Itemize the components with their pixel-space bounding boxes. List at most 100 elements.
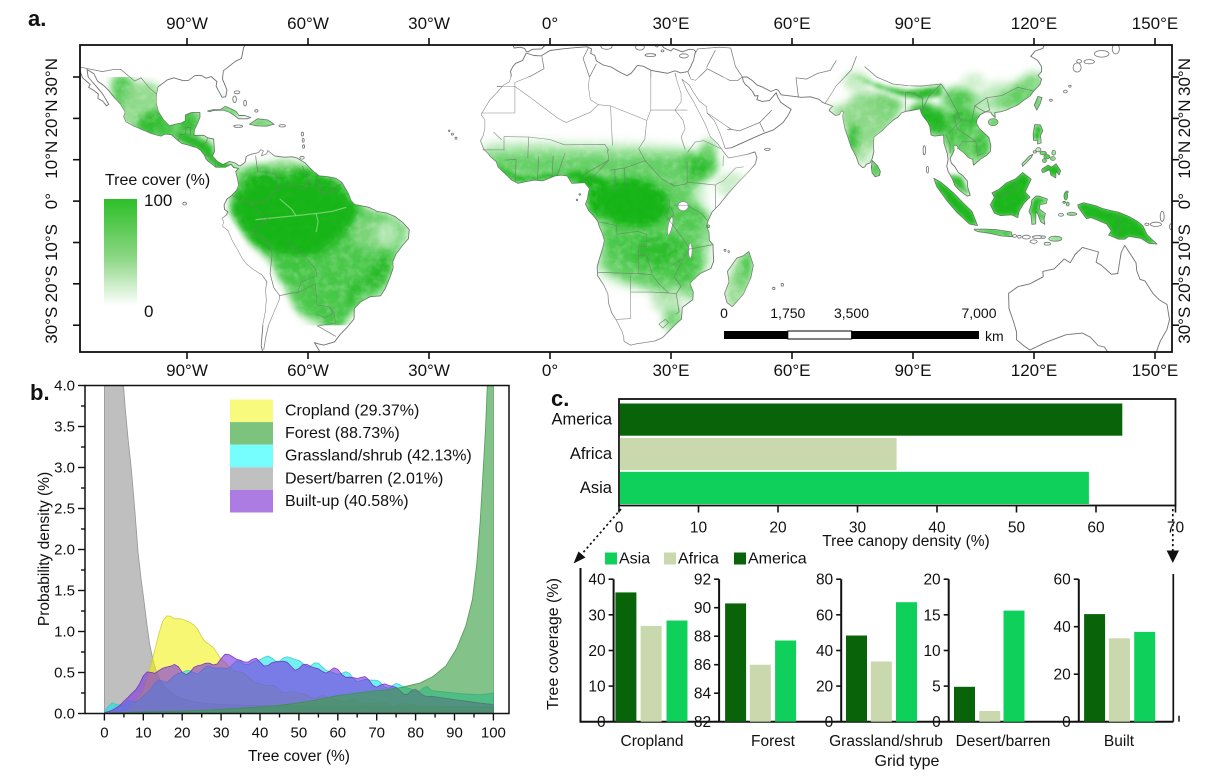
svg-text:15: 15: [923, 607, 940, 624]
svg-text:60: 60: [1054, 572, 1072, 589]
svg-text:60: 60: [816, 607, 834, 624]
svg-text:60°W: 60°W: [287, 361, 329, 380]
svg-text:Desert/barren: Desert/barren: [956, 733, 1051, 750]
svg-text:0: 0: [100, 725, 108, 742]
svg-text:a.: a.: [28, 6, 46, 31]
svg-text:Tree canopy density (%): Tree canopy density (%): [822, 533, 989, 550]
svg-text:Africa: Africa: [678, 551, 719, 568]
svg-text:40: 40: [252, 725, 269, 742]
svg-text:1,750: 1,750: [770, 305, 805, 321]
svg-text:84: 84: [694, 686, 712, 703]
svg-text:America: America: [748, 551, 807, 568]
svg-text:100: 100: [144, 191, 172, 210]
svg-text:0°: 0°: [1175, 193, 1194, 209]
svg-text:60°E: 60°E: [773, 361, 810, 380]
svg-text:20°S: 20°S: [1175, 265, 1194, 302]
svg-text:Asia: Asia: [619, 551, 650, 568]
svg-text:30: 30: [588, 607, 606, 624]
svg-text:Tree coverage (%): Tree coverage (%): [545, 578, 562, 710]
svg-text:0.5: 0.5: [54, 665, 75, 682]
svg-text:10: 10: [135, 725, 152, 742]
svg-text:1.5: 1.5: [54, 583, 75, 600]
svg-text:Built: Built: [1104, 733, 1135, 750]
svg-text:30°S: 30°S: [1175, 307, 1194, 344]
svg-text:Cropland: Cropland: [621, 733, 684, 750]
svg-text:60°E: 60°E: [773, 14, 810, 33]
svg-text:30: 30: [213, 725, 230, 742]
svg-text:90°E: 90°E: [894, 14, 931, 33]
svg-text:10°N: 10°N: [1175, 141, 1194, 179]
svg-text:40: 40: [1054, 619, 1072, 636]
svg-text:90°W: 90°W: [166, 14, 208, 33]
svg-text:20°S: 20°S: [42, 265, 61, 302]
svg-text:4.0: 4.0: [54, 378, 75, 395]
svg-text:b.: b.: [30, 380, 50, 405]
svg-text:Tree cover (%): Tree cover (%): [248, 748, 350, 765]
svg-text:30°W: 30°W: [408, 361, 450, 380]
svg-text:30°S: 30°S: [42, 307, 61, 344]
svg-text:10°S: 10°S: [1175, 224, 1194, 261]
svg-text:Forest: Forest: [751, 733, 796, 750]
svg-text:40: 40: [928, 520, 946, 537]
svg-text:30°E: 30°E: [652, 14, 689, 33]
svg-text:90°W: 90°W: [166, 361, 208, 380]
svg-text:5: 5: [932, 679, 941, 696]
svg-text:10: 10: [923, 643, 941, 660]
svg-text:70: 70: [1167, 520, 1185, 537]
svg-text:150°E: 150°E: [1132, 14, 1179, 33]
svg-text:Grid type: Grid type: [875, 753, 940, 770]
svg-text:80: 80: [816, 572, 834, 589]
svg-text:150°E: 150°E: [1132, 361, 1179, 380]
svg-text:20: 20: [174, 725, 191, 742]
svg-text:Asia: Asia: [580, 479, 613, 497]
svg-text:0: 0: [720, 305, 728, 321]
svg-text:0: 0: [825, 714, 834, 731]
svg-text:km: km: [985, 328, 1004, 344]
svg-text:92: 92: [694, 572, 711, 589]
svg-text:0°: 0°: [542, 14, 558, 33]
svg-text:Probability density (%): Probability density (%): [36, 472, 53, 626]
svg-text:0: 0: [597, 714, 606, 731]
svg-text:3.5: 3.5: [54, 419, 75, 436]
svg-text:100: 100: [481, 725, 506, 742]
svg-text:0°: 0°: [42, 193, 61, 209]
svg-text:60: 60: [1087, 520, 1105, 537]
svg-text:90: 90: [446, 725, 463, 742]
svg-text:1.0: 1.0: [54, 624, 75, 641]
svg-text:60: 60: [329, 725, 346, 742]
svg-text:30°W: 30°W: [408, 14, 450, 33]
svg-text:10: 10: [588, 679, 606, 696]
svg-text:10: 10: [690, 520, 708, 537]
svg-text:2.5: 2.5: [54, 501, 75, 518]
svg-text:90: 90: [694, 600, 712, 617]
svg-text:0.0: 0.0: [54, 706, 75, 723]
svg-text:Grassland/shrub: Grassland/shrub: [829, 733, 943, 750]
svg-text:30: 30: [849, 520, 867, 537]
svg-text:30°N: 30°N: [1175, 58, 1194, 96]
svg-text:90°E: 90°E: [894, 361, 931, 380]
svg-text:20°N: 20°N: [42, 99, 61, 137]
svg-text:86: 86: [694, 657, 711, 674]
svg-text:60°W: 60°W: [287, 14, 329, 33]
svg-text:2.0: 2.0: [54, 542, 75, 559]
svg-text:88: 88: [694, 629, 711, 646]
svg-text:0°: 0°: [542, 361, 558, 380]
svg-text:40: 40: [816, 643, 834, 660]
svg-text:3,500: 3,500: [834, 305, 869, 321]
svg-text:0: 0: [1062, 714, 1071, 731]
svg-text:Forest (88.73%): Forest (88.73%): [285, 425, 400, 442]
svg-text:120°E: 120°E: [1011, 14, 1058, 33]
svg-text:10°S: 10°S: [42, 224, 61, 261]
svg-text:80: 80: [407, 725, 424, 742]
svg-text:10°N: 10°N: [42, 141, 61, 179]
svg-text:Built-up (40.58%): Built-up (40.58%): [285, 493, 409, 510]
svg-text:America: America: [551, 411, 612, 429]
svg-text:Africa: Africa: [570, 445, 613, 463]
svg-text:20: 20: [769, 520, 787, 537]
svg-text:40: 40: [588, 572, 606, 589]
svg-text:0: 0: [144, 302, 153, 321]
svg-text:20: 20: [588, 643, 606, 660]
svg-text:Tree cover (%): Tree cover (%): [105, 172, 210, 189]
svg-text:Desert/barren (2.01%): Desert/barren (2.01%): [285, 470, 443, 487]
svg-text:0: 0: [615, 520, 624, 537]
